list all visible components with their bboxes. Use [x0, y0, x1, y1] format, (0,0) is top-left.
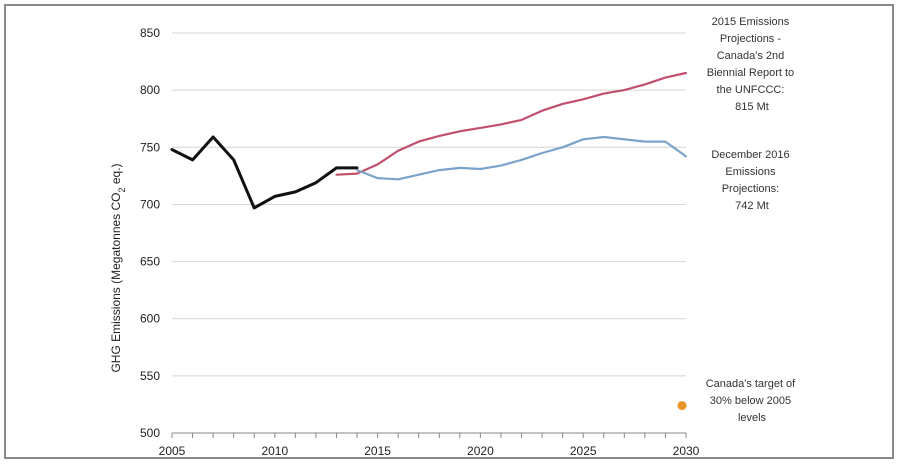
x-tick-label: 2030: [673, 444, 700, 458]
y-axis-label: GHG Emissions (Megatonnes CO2 eq.): [109, 163, 127, 372]
y-tick-label: 750: [140, 140, 160, 154]
y-tick-label: 650: [140, 255, 160, 269]
projection-2015-line: [335, 71, 688, 176]
x-tick-label: 2005: [159, 444, 186, 458]
x-tick-label: 2010: [261, 444, 288, 458]
historical-emissions-line: [170, 135, 359, 210]
annotation-target: Canada's target of 30% below 2005 levels: [706, 378, 799, 424]
annotation-2015-projection: 2015 Emissions Projections - Canada's 2n…: [707, 16, 798, 113]
y-tick-label: 500: [140, 426, 160, 440]
annotation-2016-projection: December 2016 Emissions Projections: 742…: [711, 149, 792, 212]
target-point: [677, 401, 687, 411]
y-tick-label: 800: [140, 83, 160, 97]
y-tick-label: 550: [140, 369, 160, 383]
projection-2016-line: [355, 135, 688, 181]
y-tick-label: 600: [140, 312, 160, 326]
x-tick-label: 2020: [467, 444, 494, 458]
x-tick-label: 2015: [364, 444, 391, 458]
chart-frame: [4, 4, 894, 459]
y-tick-label: 700: [140, 197, 160, 211]
y-tick-label: 850: [140, 26, 160, 40]
x-tick-label: 2025: [570, 444, 597, 458]
